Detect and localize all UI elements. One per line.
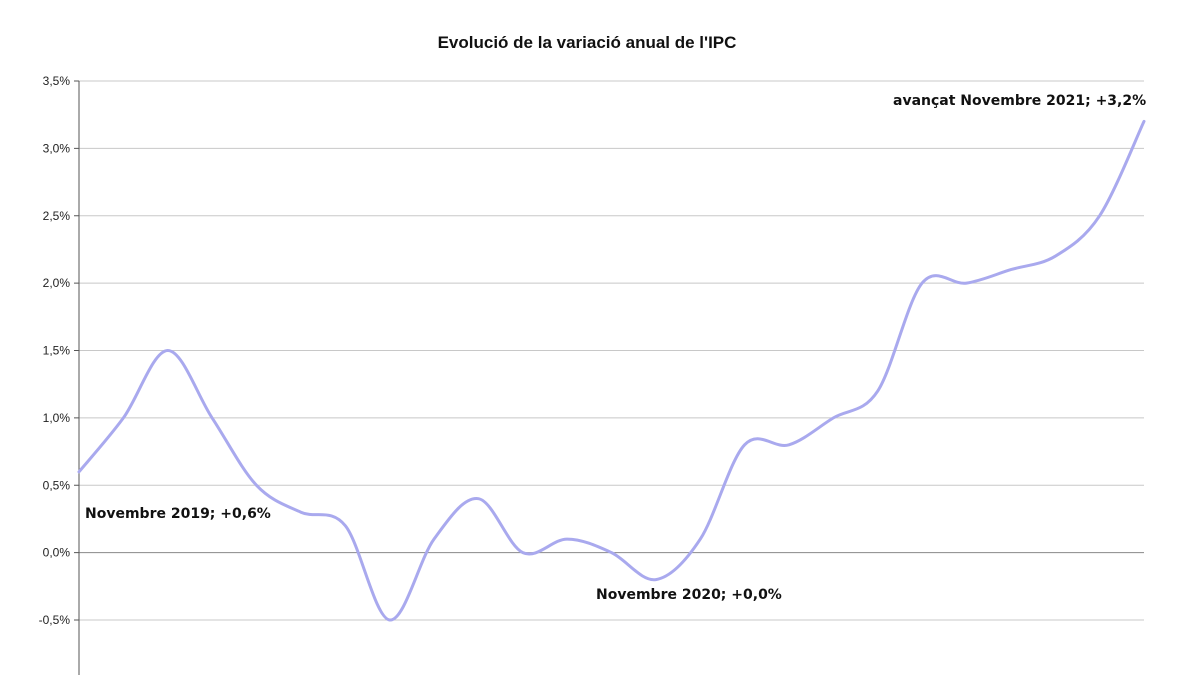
series-line	[77, 119, 1146, 622]
y-tick-label: 2,5%	[43, 209, 71, 223]
y-tick-label: 3,5%	[43, 74, 71, 88]
y-tick-label: 3,0%	[43, 141, 71, 155]
y-tick-label: 0,0%	[43, 546, 71, 560]
annotation-nov-2021: avançat Novembre 2021; +3,2%	[893, 93, 1146, 109]
annotation-nov-2019: Novembre 2019; +0,6%	[85, 506, 271, 522]
y-tick-label: 1,0%	[43, 411, 71, 425]
y-tick-label: 2,0%	[43, 276, 71, 290]
y-axis-ticks: 3,5% 3,0% 2,5% 2,0% 1,5% 1,0% 0,5% 0,0% -0,5%	[39, 74, 79, 627]
annotation-nov-2020: Novembre 2020; +0,0%	[596, 587, 782, 603]
y-tick-label: 1,5%	[43, 344, 71, 358]
chart-title: Evolució de la variació anual de l'IPC	[438, 33, 737, 52]
grid-lines	[79, 80, 1144, 621]
y-tick-label: -0,5%	[39, 613, 71, 627]
y-tick-label: 0,5%	[43, 478, 71, 492]
